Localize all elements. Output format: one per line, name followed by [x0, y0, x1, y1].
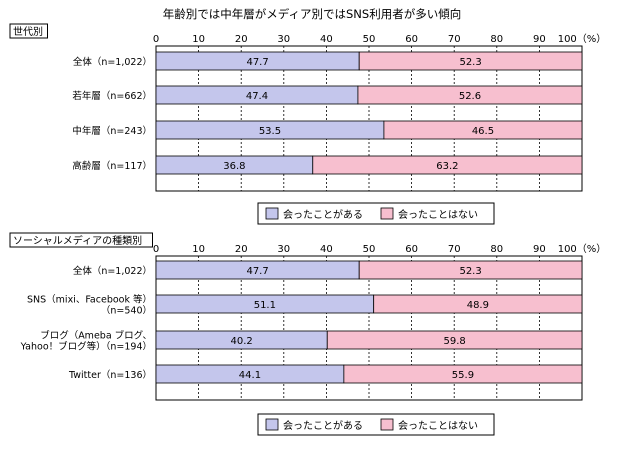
legend-label: 会ったことがある: [283, 208, 363, 221]
bar-segment: [383, 120, 583, 140]
category-label-line: 全体（n=1,022）: [73, 265, 152, 277]
x-tick-label: 50: [363, 244, 376, 255]
x-tick-label: 100（%）: [558, 33, 607, 45]
x-tick-label: 20: [235, 244, 248, 255]
data-label: 52.3: [459, 57, 481, 68]
data-label: 36.8: [223, 161, 245, 172]
category-label: 中年層（n=243）: [72, 125, 152, 137]
section-label: ソーシャルメディアの種類別: [13, 234, 142, 247]
category-label-line: 若年層（n=662）: [72, 90, 152, 102]
x-tick-label: 100（%）: [558, 243, 607, 255]
x-tick-label: 50: [363, 34, 376, 45]
data-label: 47.7: [246, 57, 268, 68]
bar-segment: [326, 330, 583, 350]
x-tick-label: 80: [490, 244, 503, 255]
data-label: 47.4: [246, 91, 268, 102]
section-label: 世代別: [13, 26, 43, 38]
data-label: 59.8: [443, 336, 465, 347]
data-label: 63.2: [436, 161, 458, 172]
category-label: 高齢層（n=117）: [72, 160, 152, 172]
x-tick-label: 30: [277, 34, 290, 45]
data-label: 44.1: [239, 370, 261, 381]
data-label: 46.5: [472, 126, 494, 137]
data-label: 52.6: [459, 91, 481, 102]
data-label: 40.2: [230, 336, 252, 347]
plot-frame: [155, 45, 583, 192]
x-tick-label: 30: [277, 244, 290, 255]
data-label: 48.9: [467, 300, 489, 311]
category-label: 全体（n=1,022）: [73, 265, 152, 277]
x-tick-label: 40: [320, 244, 333, 255]
legend-box: [257, 202, 495, 225]
legend-swatch: [380, 207, 394, 220]
data-label: 47.7: [246, 266, 268, 277]
legend-label: 会ったことがある: [283, 419, 363, 432]
category-label: 若年層（n=662）: [72, 90, 152, 102]
legend-label: 会ったことはない: [398, 419, 478, 432]
category-label: Twitter（n=136）: [68, 369, 152, 381]
data-label: 55.9: [452, 370, 474, 381]
bar-segment: [358, 260, 583, 280]
category-label-line: （n=540）: [101, 305, 152, 317]
x-tick-label: 0: [153, 244, 159, 255]
category-label-line: SNS（mixi、Facebook 等）: [27, 294, 152, 306]
x-tick-label: 70: [448, 244, 461, 255]
x-tick-label: 60: [405, 244, 418, 255]
x-tick-label: 40: [320, 34, 333, 45]
data-label: 52.3: [459, 266, 481, 277]
chart-panel-1: 世代別 0 10 20 30 40 50 60 70 80 90 100（%） 47.7 52.3 全体（n…: [9, 23, 607, 225]
data-label: 53.5: [259, 126, 281, 137]
category-label: SNS（mixi、Facebook 等）（n=540）: [27, 294, 152, 317]
category-label: 全体（n=1,022）: [73, 56, 152, 68]
category-label-line: 高齢層（n=117）: [72, 160, 152, 172]
chart-title: 年齢別では中年層がメディア別ではSNS利用者が多い傾向: [163, 7, 461, 21]
x-tick-label: 80: [490, 34, 503, 45]
category-label-line: ブログ（Ameba ブログ、: [40, 330, 152, 342]
section-label-box: [9, 23, 48, 39]
legend-swatch: [265, 418, 279, 431]
x-tick-label: 90: [533, 244, 546, 255]
x-tick-label: 10: [192, 34, 205, 45]
bar-segment: [358, 51, 583, 71]
x-tick-label: 60: [405, 34, 418, 45]
legend-box: [257, 413, 495, 436]
category-label-line: 全体（n=1,022）: [73, 56, 152, 68]
bar-segment: [373, 294, 583, 314]
chart-panel-2: ソーシャルメディアの種類別 0 10 20 30 40 50 60 70 80 90 100（%） 47…: [9, 232, 607, 436]
section-label-box: [9, 232, 153, 248]
category-label-line: Yahoo！ブログ等）（n=194）: [20, 341, 152, 353]
legend-swatch: [265, 207, 279, 220]
x-tick-label: 20: [235, 34, 248, 45]
x-tick-label: 0: [153, 34, 159, 45]
category-label-line: 中年層（n=243）: [72, 125, 152, 137]
x-tick-label: 70: [448, 34, 461, 45]
plot-frame: [155, 255, 583, 401]
bar-segment: [357, 85, 583, 105]
legend-swatch: [380, 418, 394, 431]
x-tick-label: 90: [533, 34, 546, 45]
category-label: ブログ（Ameba ブログ、 Yahoo！ブログ等）（n=194）: [20, 330, 152, 353]
bar-segment: [343, 364, 583, 384]
bar-segment: [312, 155, 583, 175]
category-label-line: Twitter（n=136）: [68, 369, 152, 381]
legend-label: 会ったことはない: [398, 208, 478, 221]
data-label: 51.1: [254, 300, 276, 311]
x-tick-label: 10: [192, 244, 205, 255]
